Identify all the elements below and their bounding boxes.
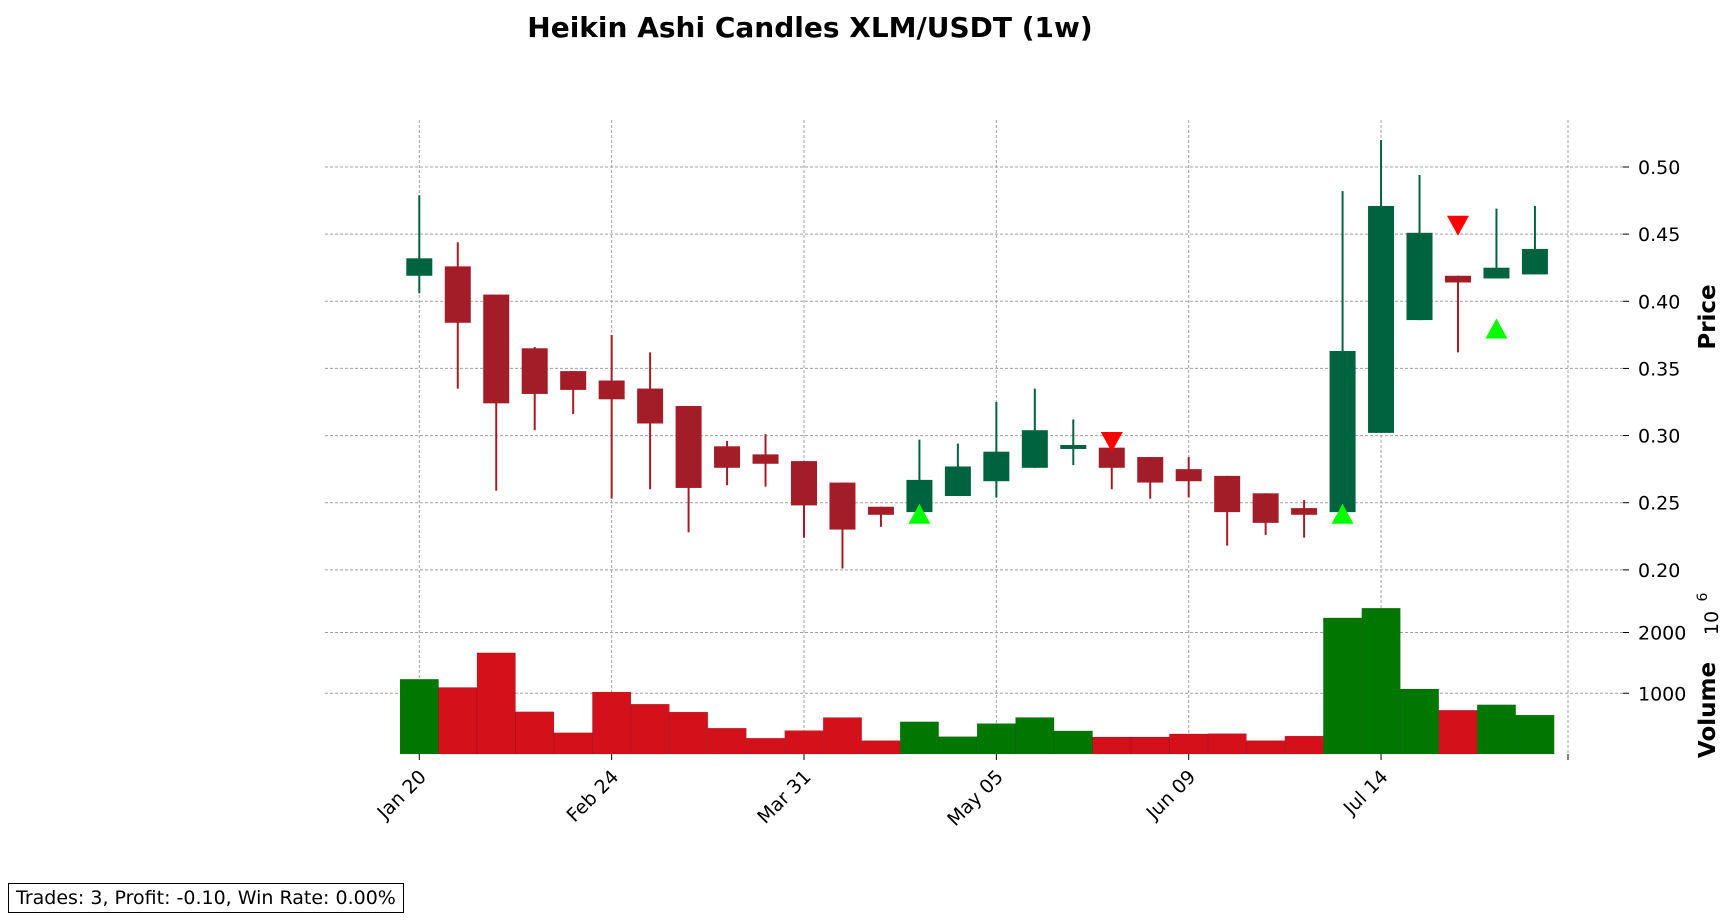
candle-body [944,466,971,496]
candle-body [1406,232,1433,321]
x-tick-label: Jun 09 [1142,766,1201,825]
price-tick-label: 0.50 [1638,157,1680,179]
price-tick-label: 0.20 [1638,560,1680,582]
candle-body [1137,457,1164,483]
volume-bar [938,736,978,755]
volume-bar [1169,733,1209,755]
volume-bar [1361,607,1401,755]
candle-body [752,454,779,464]
volume-axis-label: Volume [1695,662,1721,758]
trade-stats-box: Trades: 3, Profit: -0.10, Win Rate: 0.00… [8,883,404,913]
candle-body [1098,447,1125,468]
candle-body [521,348,548,394]
volume-bar [707,727,747,755]
volume-bar [1323,617,1363,755]
volume-bar [784,730,824,755]
candle-body [598,380,625,400]
x-tick-label: May 05 [943,766,1008,831]
candle-body [1021,430,1048,468]
candle-wicks [418,140,1536,569]
volume-bar [861,740,901,755]
candle-body [1483,267,1510,279]
volume-bar [399,679,439,755]
volume-bar [1246,740,1286,755]
sell-marker [1100,431,1123,452]
candle-body [1252,493,1279,523]
price-tick-label: 0.30 [1638,426,1680,448]
volume-bar [438,687,478,755]
volume-bar [1515,714,1555,755]
candle-body [1214,475,1241,513]
volume-bar [1207,733,1247,755]
volume-bars [399,607,1555,755]
volume-tick-label: 1000 [1638,683,1686,705]
candle-body [444,266,471,323]
candle-body [406,258,433,276]
buy-marker [1485,318,1508,339]
candle-bodies [406,205,1548,530]
candle-body [791,461,817,506]
price-tick-label: 0.40 [1638,291,1680,313]
candle-body [560,371,587,390]
volume-bar [592,691,632,755]
buy-marker [908,503,931,524]
candle-body [1175,469,1202,482]
price-tick-label: 0.25 [1638,493,1680,515]
volume-bar [899,721,939,755]
volume-bar [630,703,670,755]
candle-body [829,482,856,530]
x-tick-label: Mar 31 [753,766,815,828]
x-tick-label: Jan 20 [372,766,430,824]
candle-body [714,446,741,468]
volume-bar [1092,736,1132,755]
candle-body [1060,444,1087,449]
candle-body [1291,508,1318,515]
volume-exponent-base: 10 [1701,611,1723,635]
volume-exponent-power: 6 [1695,592,1711,601]
candle-body [637,388,664,424]
volume-bar [1438,710,1478,755]
grid [325,120,1623,754]
volume-bar [515,711,555,755]
candle-body [1368,205,1395,433]
x-tick-label: Jul 14 [1339,766,1393,820]
candle-body [983,451,1010,482]
chart-title: Heikin Ashi Candles XLM/USDT (1w) [527,11,1092,44]
volume-bar [669,711,709,755]
volume-bar [476,652,516,755]
volume-bar [976,723,1016,755]
price-tick-label: 0.35 [1638,358,1680,380]
volume-tick-label: 2000 [1638,623,1686,645]
price-tick-label: 0.45 [1638,224,1680,246]
trade-markers [908,215,1508,524]
sell-marker [1446,215,1469,236]
candle-body [483,294,510,404]
volume-bar [822,717,862,755]
candle-body [1444,275,1471,283]
volume-bar [1130,736,1170,755]
price-axis-label: Price [1695,284,1721,349]
x-tick-label: Feb 24 [562,766,623,827]
candle-body [1329,350,1356,513]
candle-body [1521,248,1548,275]
volume-bar [1476,704,1516,755]
volume-bar [553,732,593,755]
volume-bar [1284,735,1324,755]
candle-body [675,406,702,488]
candle-body [867,506,894,515]
volume-bar [1400,688,1440,755]
buy-marker [1331,503,1354,524]
volume-bar [746,737,786,755]
volume-bar [1015,717,1055,755]
volume-bar [1053,730,1093,755]
